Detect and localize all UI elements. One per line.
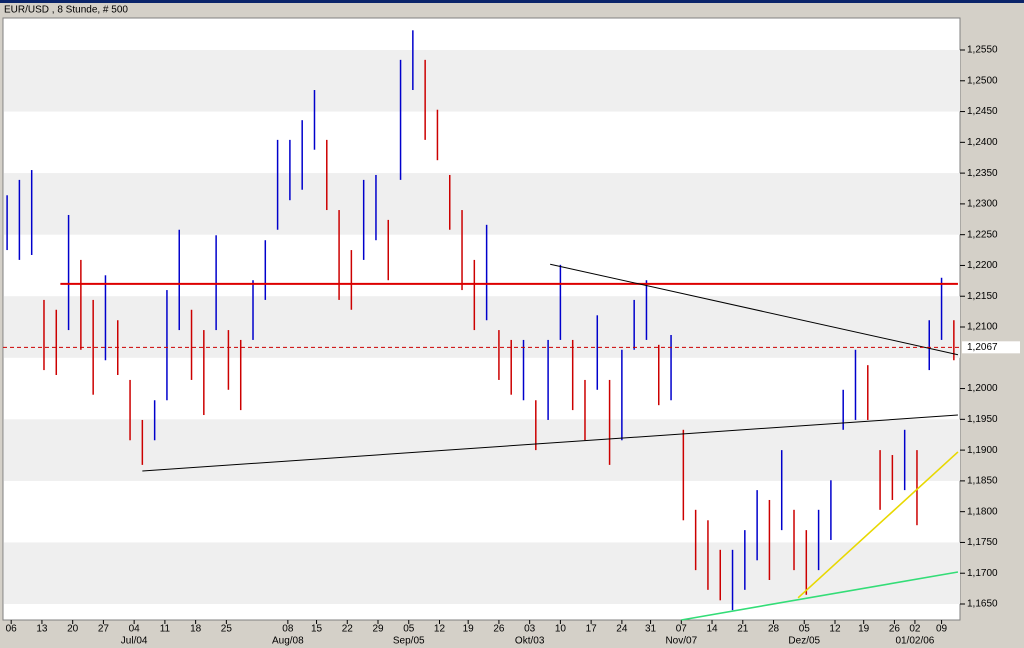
y-tick-label: 1,1700: [967, 568, 998, 579]
x-tick-label: 09: [936, 624, 948, 635]
x-tick-label: 20: [67, 624, 79, 635]
band: [4, 50, 960, 112]
top-bar: [0, 0, 1024, 3]
y-tick-label: 1,1650: [967, 599, 998, 610]
x-tick-label: 21: [737, 624, 749, 635]
y-tick-label: 1,2150: [967, 291, 998, 302]
month-label: Jul/04: [121, 636, 148, 647]
x-tick-label: 26: [493, 624, 505, 635]
trend-line: [797, 451, 959, 599]
y-tick-label: 1,1900: [967, 445, 998, 456]
band: [4, 542, 960, 604]
y-tick-label: 1,2100: [967, 322, 998, 333]
band: [4, 296, 960, 358]
y-tick-label: 1,2550: [967, 45, 998, 56]
x-tick-label: 03: [524, 624, 536, 635]
x-tick-label: 17: [586, 624, 598, 635]
month-label: Okt/03: [515, 636, 545, 647]
last-price-label: 1,2067: [967, 342, 998, 353]
x-tick-label: 06: [6, 624, 18, 635]
x-tick-label: 26: [889, 624, 901, 635]
month-label: Sep/05: [393, 636, 425, 647]
trend-line: [550, 263, 959, 356]
y-tick-label: 1,1750: [967, 537, 998, 548]
x-tick-label: 14: [706, 624, 718, 635]
x-tick-label: 12: [434, 624, 446, 635]
x-tick-label: 28: [768, 624, 780, 635]
y-tick-label: 1,2000: [967, 383, 998, 394]
x-tick-label: 07: [676, 624, 688, 635]
month-label: Nov/07: [665, 636, 697, 647]
month-label: Dez/05: [788, 636, 820, 647]
x-tick-label: 11: [160, 624, 171, 635]
y-tick-label: 1,1800: [967, 506, 998, 517]
x-tick-label: 31: [645, 624, 657, 635]
trend-line: [142, 414, 958, 472]
band: [4, 419, 960, 481]
x-tick-label: 10: [555, 624, 567, 635]
y-tick-label: 1,2500: [967, 75, 998, 86]
y-tick-label: 1,2400: [967, 137, 998, 148]
month-label: 01/02/06: [895, 636, 934, 647]
last-price-box: [962, 341, 1020, 354]
x-tick-label: 24: [616, 624, 628, 635]
x-tick-label: 19: [858, 624, 870, 635]
x-tick-label: 13: [36, 624, 48, 635]
x-tick-label: 25: [221, 624, 233, 635]
x-tick-label: 12: [829, 624, 841, 635]
y-tick-label: 1,1950: [967, 414, 998, 425]
month-label: Aug/08: [272, 636, 304, 647]
x-tick-label: 05: [403, 624, 415, 635]
band: [4, 173, 960, 235]
x-tick-label: 05: [799, 624, 811, 635]
y-tick-label: 1,2300: [967, 199, 998, 210]
x-tick-label: 29: [372, 624, 384, 635]
x-tick-label: 02: [909, 624, 921, 635]
chart-title: EUR/USD , 8 Stunde, # 500: [4, 5, 128, 16]
trend-line: [681, 571, 959, 621]
x-tick-label: 15: [311, 624, 323, 635]
x-tick-label: 08: [282, 624, 294, 635]
y-tick-label: 1,2200: [967, 260, 998, 271]
x-tick-label: 18: [190, 624, 202, 635]
y-tick-label: 1,2250: [967, 229, 998, 240]
y-tick-label: 1,1850: [967, 476, 998, 487]
x-tick-label: 22: [342, 624, 354, 635]
y-tick-label: 1,2350: [967, 168, 998, 179]
y-tick-label: 1,2450: [967, 106, 998, 117]
x-tick-label: 27: [98, 624, 110, 635]
x-tick-label: 04: [129, 624, 141, 635]
x-tick-label: 19: [463, 624, 475, 635]
